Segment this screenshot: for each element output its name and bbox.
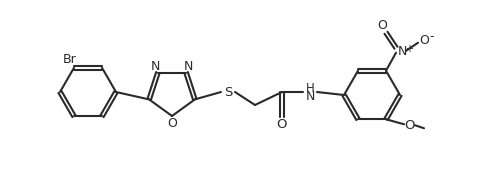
Text: H: H — [305, 82, 314, 94]
Text: N: N — [183, 60, 192, 73]
Text: N: N — [151, 60, 160, 73]
Text: N: N — [305, 90, 314, 102]
Text: O: O — [404, 119, 414, 132]
Text: O: O — [418, 34, 428, 47]
Text: -: - — [429, 30, 433, 43]
Text: O: O — [167, 117, 177, 130]
Text: N: N — [397, 45, 406, 58]
Text: O: O — [376, 19, 386, 32]
Text: S: S — [224, 85, 232, 99]
Text: Br: Br — [63, 53, 77, 66]
Text: +: + — [404, 44, 412, 54]
Text: O: O — [276, 117, 286, 131]
